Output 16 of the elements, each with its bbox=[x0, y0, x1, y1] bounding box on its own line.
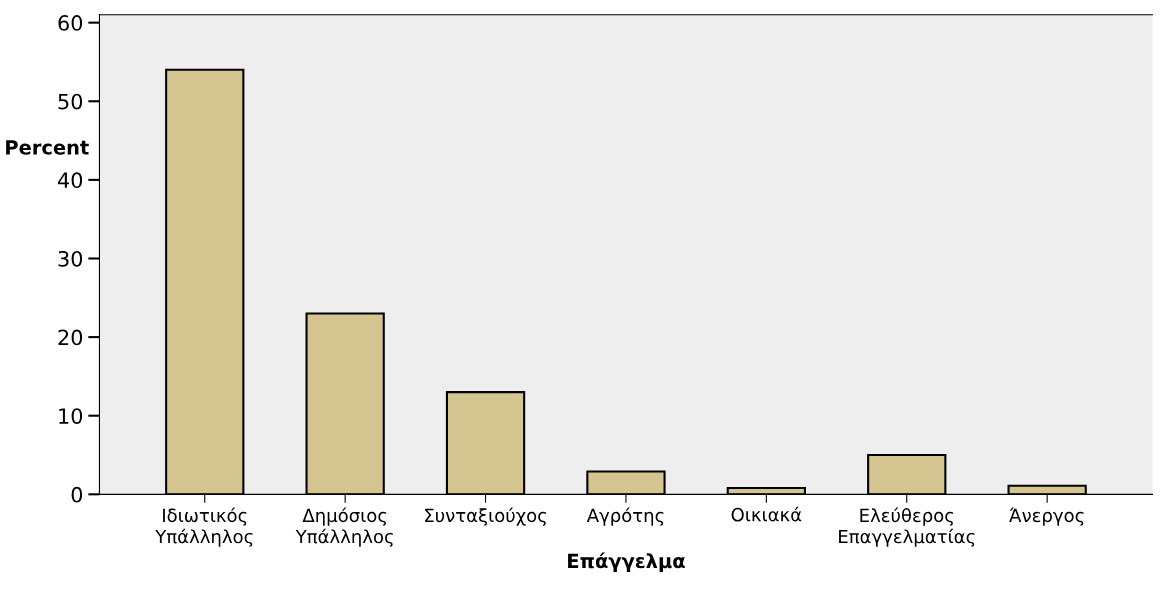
y-axis-title: Percent bbox=[6, 140, 89, 155]
y-tick-label: 40 bbox=[57, 172, 83, 189]
y-tick-label: 50 bbox=[58, 93, 83, 110]
y-tick-label: 0 bbox=[71, 486, 83, 503]
y-tick-label: 20 bbox=[58, 329, 83, 346]
y-tick-label: 30 bbox=[58, 250, 83, 267]
x-axis-title: Επάγγελμα bbox=[568, 552, 685, 573]
x-tick-label: Δημόσιος Υπάλληλος bbox=[295, 507, 393, 547]
x-tick-label: Αγρότης bbox=[586, 507, 664, 526]
x-tick-label: Οικιακά bbox=[731, 506, 802, 522]
y-tick-label: 60 bbox=[58, 15, 83, 31]
y-tick-label: 10 bbox=[59, 408, 83, 424]
x-tick-label: Ιδιωτικός Υπάλληλος bbox=[155, 507, 253, 547]
x-tick-label: Συνταξιούχος bbox=[425, 507, 546, 526]
x-tick-label: Ελεύθερος Επαγγελματίας bbox=[839, 507, 975, 547]
x-tick-label: Άνεργος bbox=[1009, 507, 1084, 526]
